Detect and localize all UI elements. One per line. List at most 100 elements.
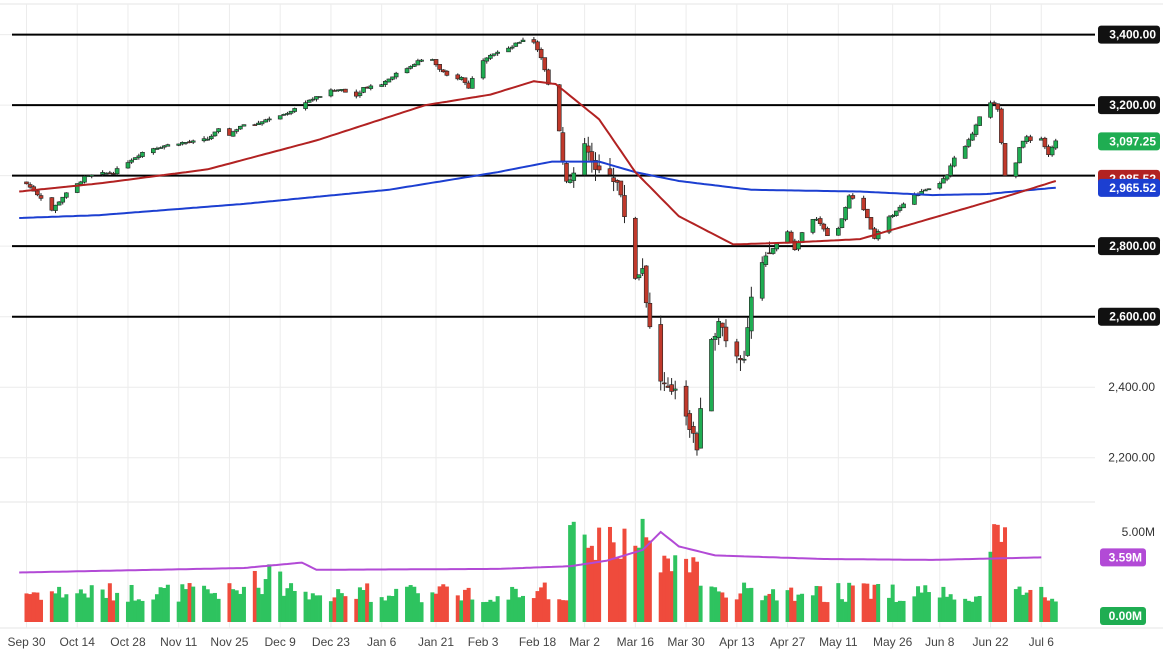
candle-body [825,228,830,237]
candle-body [64,192,69,198]
candle-body [27,184,33,188]
volume-bar [129,584,134,622]
ma-50-line [19,80,1057,246]
volume-bar [466,587,471,622]
volume-bar [861,583,866,622]
volume-bar [357,587,362,622]
candle-body [796,242,801,250]
candle-body [267,118,272,121]
volume-bar [633,545,638,622]
candle-body [886,216,892,233]
price-label: 2,600.00 [1098,307,1160,326]
candle-body [723,326,729,342]
candle-body [285,113,290,115]
candle-body [556,84,562,132]
candle-body [861,197,866,211]
volume-bar [698,585,703,622]
candle-body [951,157,957,167]
candle-body [89,174,95,177]
volume-bar [158,587,163,622]
candle-body [517,42,522,44]
x-tick-label: Dec 9 [265,635,297,649]
candle-body [419,59,424,62]
volume-bar [948,594,953,622]
volume-bar [412,586,417,622]
volume-bar [285,588,290,622]
candle-body [393,72,399,78]
volume-bar [455,595,460,622]
candle-body [306,99,312,103]
volume-bar [839,599,844,622]
candle-body [622,195,627,217]
volume-bar [133,600,138,622]
candle-body [839,218,845,228]
volume-bar [723,597,728,622]
candle-body [745,327,751,356]
volume-bar [887,597,892,622]
volume-bar [560,600,565,622]
volume-bar [151,599,156,622]
volume-bar [673,555,678,622]
volume-current-text: 3.59M [1109,550,1142,564]
candle-body [314,96,319,100]
volume-bar [1053,601,1058,622]
price-label-text: 3,200.00 [1109,98,1156,112]
volume-zero-text: 0.00M [1109,609,1142,623]
candle-body [263,119,268,123]
volume-bar [568,525,573,622]
candle-body [560,132,566,162]
candle-body [531,39,537,43]
candle-body [241,124,247,127]
candle-body [368,85,374,89]
volume-bar [383,600,388,622]
candle-body [212,131,218,137]
volume-bar [966,600,971,622]
candle-body [154,147,160,150]
candle-body [415,60,421,66]
candle-body [658,324,664,382]
volume-average-line [19,530,1042,574]
x-tick-label: Oct 28 [110,635,146,649]
volume-bar [531,598,536,622]
axis-labels: Sep 30 Oct 14 Oct 28 Nov 11 Nov 25 Dec 9 Dec 2… [7,25,1160,649]
candle-body [238,125,243,130]
candle-body [230,131,236,137]
volume-bar [945,596,950,622]
candle-body [585,145,591,153]
candle-body [538,49,544,59]
candle-body [709,339,714,412]
volume-bar [415,593,420,622]
volume-bar [916,586,921,622]
volume-bar [165,584,170,622]
y-tick-label: 2,400.00 [1108,380,1155,394]
volume-bar [31,592,36,622]
volume-bar [763,595,768,622]
candle-body [520,39,526,43]
volume-bar [336,589,341,622]
candle-body [462,77,468,83]
candle-body [129,159,134,163]
candle-body [596,165,602,171]
candle-body [379,84,384,87]
candle-body [328,89,334,97]
candle-body [357,92,363,96]
candle-body [455,74,461,80]
candle-body [38,195,44,199]
candle-body [636,274,642,279]
volume-bar [937,597,942,622]
candle-body [53,204,58,211]
candle-body [567,179,573,183]
candle-body [1028,136,1033,141]
volume-bar [86,597,91,622]
volume-bar [38,599,43,622]
candle-body [868,217,874,230]
volume-bar [107,583,112,622]
candle-body [140,151,145,157]
volume-bar [75,593,80,622]
candle-body [176,143,182,146]
volume-bar [897,600,902,622]
candle-body [593,160,598,170]
x-tick-label: Feb 18 [519,635,557,649]
volume-bar [952,599,957,622]
volume-bar [136,599,141,622]
